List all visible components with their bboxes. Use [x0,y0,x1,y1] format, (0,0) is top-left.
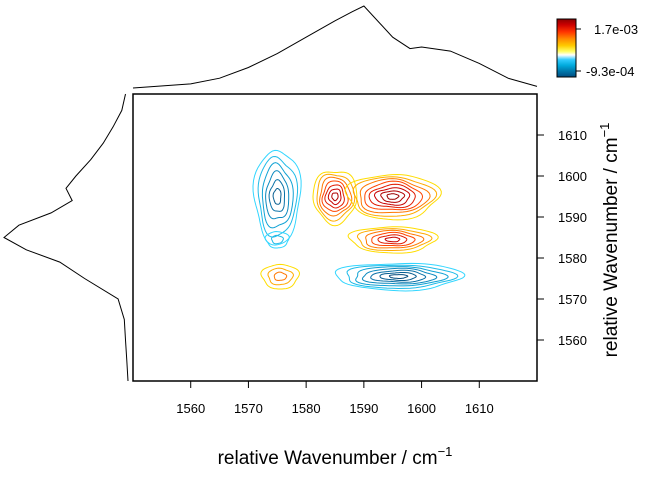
contour-line [371,231,416,247]
contour-line [352,176,438,217]
contour-line [261,162,294,229]
positive-peak-4 [260,263,301,290]
left-marginal-spectrum-line [3,93,129,382]
contour-line [270,234,284,245]
contour-line [260,263,301,290]
negative-peak-2 [264,230,290,249]
contour-lines-group [252,149,466,292]
y-axis-ticks: 1560 1570 1580 1590 1600 1610 [537,128,587,348]
top-marginal-spectrum-line [132,5,538,89]
contour-line [331,192,339,202]
x-tick-label: 1610 [465,401,494,416]
contour-line [257,155,299,238]
negative-peak-1 [252,149,302,246]
contour-line [356,228,433,251]
contour-line [324,184,345,209]
positive-peak-1 [312,171,358,227]
contour-line [370,269,427,283]
contour-line [268,179,285,212]
contour-line [347,226,439,254]
y-tick-label: 1590 [558,210,587,225]
contour-line [344,173,442,221]
x-axis-title: relative Wavenumber / cm−1 [218,444,453,469]
contour-line [361,267,438,285]
y-axis-title: relative Wavenumber / cm−1 [597,123,622,358]
contour-line [319,176,353,217]
contour-line [327,188,342,206]
contour-line [334,262,466,292]
contour-line [364,180,424,211]
contour-line [321,180,349,212]
negative-peak-3 [334,262,466,292]
contour-line [355,266,449,287]
plot-frame [132,93,538,382]
contour-line [359,178,431,214]
x-tick-label: 1590 [349,401,378,416]
x-tick-label: 1560 [176,401,205,416]
contour-line [267,267,294,286]
contour-line [380,190,406,203]
x-tick-label: 1580 [292,401,321,416]
contour-line [384,236,401,243]
y-tick-label: 1600 [558,169,587,184]
contour-line [373,187,411,206]
contour-line [386,193,400,200]
positive-peak-2 [344,173,442,221]
contour-line [377,234,408,245]
contour-line [379,272,417,281]
contour-line [312,171,358,227]
colorbar-legend: 1.7e-03 -9.3e-04 [556,18,638,79]
x-tick-label: 1600 [407,401,436,416]
contour-line [264,230,290,249]
contour-line [365,229,425,249]
colorbar-gradient [556,18,577,78]
y-tick-label: 1560 [558,333,587,348]
x-axis-ticks: 1560 1570 1580 1590 1600 1610 [176,381,494,416]
contour-line [368,183,416,209]
x-tick-label: 1570 [234,401,263,416]
contour-line [272,188,282,205]
colorbar-min-label: -9.3e-04 [586,64,634,79]
colorbar-max-label: 1.7e-03 [594,22,638,37]
contour-line [273,271,288,282]
y-tick-label: 1580 [558,251,587,266]
contour-line [265,170,290,220]
y-tick-label: 1570 [558,292,587,307]
contour-line [252,149,302,246]
positive-peak-3 [347,226,439,254]
contour-line [346,264,459,290]
contour-line [316,173,356,222]
contour-line [388,274,409,279]
y-tick-label: 1610 [558,128,587,143]
